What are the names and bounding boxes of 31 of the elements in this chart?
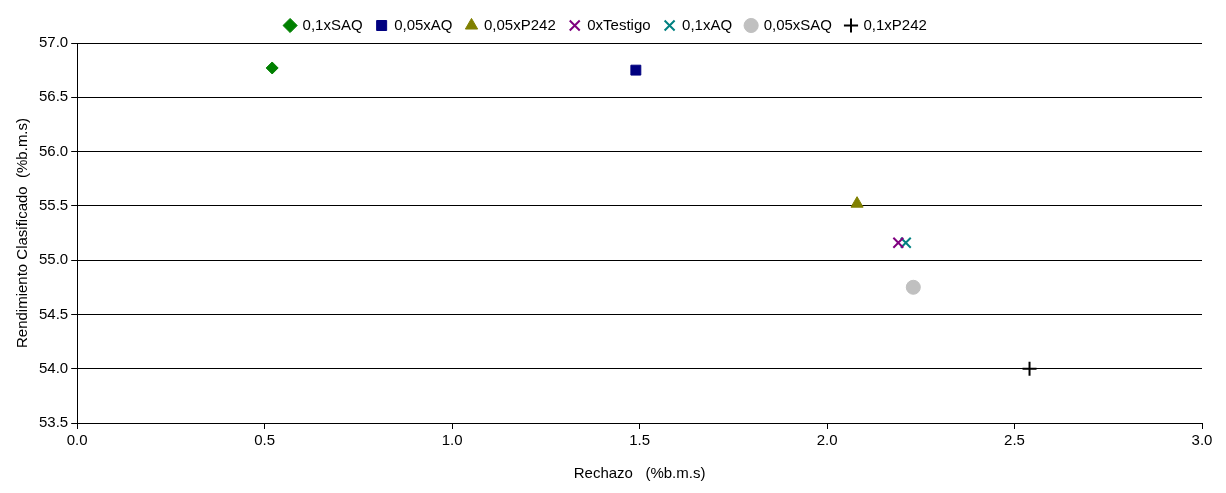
x-tick-label: 1.5 [629, 431, 651, 449]
x-tick-label: 3.0 [1191, 431, 1213, 449]
y-tick-label: 57.0 [38, 33, 69, 51]
legend-label: 0,05xAQ [394, 15, 453, 33]
x-tick-label: 1.0 [441, 431, 463, 449]
x-axis-title: Rechazo (%b.m.s) [573, 464, 706, 482]
point [1021, 360, 1038, 377]
legend-label: 0,1xAQ [682, 15, 733, 33]
point [905, 279, 921, 295]
legend-label: 0,05xP242 [484, 15, 556, 33]
x-tick-label: 2.0 [816, 431, 838, 449]
point [630, 64, 642, 76]
y-axis-title: Rendimiento Clasificado (%b.m.s) [13, 117, 31, 349]
x-tick-label: 0.0 [66, 431, 88, 449]
y-tick-label: 54.0 [38, 358, 69, 376]
y-tick-label: 53.5 [38, 413, 69, 431]
point [265, 61, 279, 75]
y-tick-label: 56.5 [38, 87, 69, 105]
point [850, 196, 864, 208]
legend-label: 0xTestigo [587, 15, 651, 33]
legend-label: 0,05xSAQ [763, 15, 833, 33]
y-tick-label: 55.0 [38, 250, 69, 268]
legend-label: 0,1xP242 [863, 15, 927, 33]
x-tick-label: 0.5 [254, 431, 276, 449]
y-tick-label: 54.5 [38, 304, 69, 322]
point [899, 236, 912, 249]
x-tick-label: 2.5 [1004, 431, 1025, 449]
point [892, 236, 905, 249]
y-tick-label: 56.0 [38, 141, 69, 159]
y-tick-label: 55.5 [38, 196, 69, 213]
legend-label: 0,1xSAQ [302, 15, 363, 33]
